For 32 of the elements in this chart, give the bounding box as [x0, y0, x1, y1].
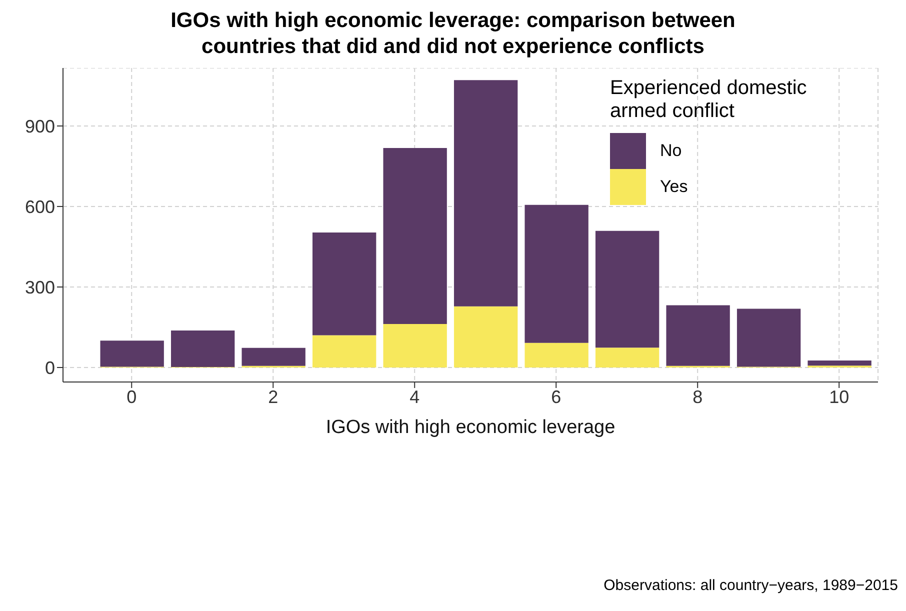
bar [666, 305, 730, 366]
legend-label: No [660, 141, 682, 161]
x-tick-label: 0 [126, 386, 137, 407]
x-tick-label: 10 [829, 386, 850, 407]
x-tick-label: 8 [692, 386, 703, 407]
bar [242, 348, 306, 366]
y-tick-label: 0 [44, 358, 55, 378]
x-tick-label: 2 [268, 386, 278, 407]
bar [595, 230, 660, 348]
x-tick-label: 6 [551, 386, 562, 407]
y-tick-label: 300 [24, 277, 55, 298]
bar [383, 148, 447, 324]
bar [524, 342, 588, 368]
bar [170, 330, 235, 367]
x-axis-title: IGOs with high economic leverage [326, 417, 616, 438]
bar [100, 340, 164, 367]
bar [454, 80, 518, 306]
bar [383, 324, 447, 368]
y-tick-label: 900 [24, 116, 55, 136]
bar [312, 335, 376, 368]
y-tick-label: 600 [24, 196, 55, 217]
bar [808, 360, 872, 366]
text: Observations: all country−years, 1989−2015 [602, 577, 898, 594]
bar [595, 348, 660, 368]
bar [736, 308, 801, 367]
chart-title: IGOs with high economic leverage: comparison between countries that did and did not experience conflicts [170, 8, 736, 60]
x-tick-label: 4 [410, 386, 420, 407]
legend-label: Yes [660, 177, 688, 197]
bar [312, 232, 376, 336]
legend-title: Experienced domestic armed conflict [610, 77, 808, 123]
bar [454, 306, 518, 368]
bar [524, 204, 588, 343]
